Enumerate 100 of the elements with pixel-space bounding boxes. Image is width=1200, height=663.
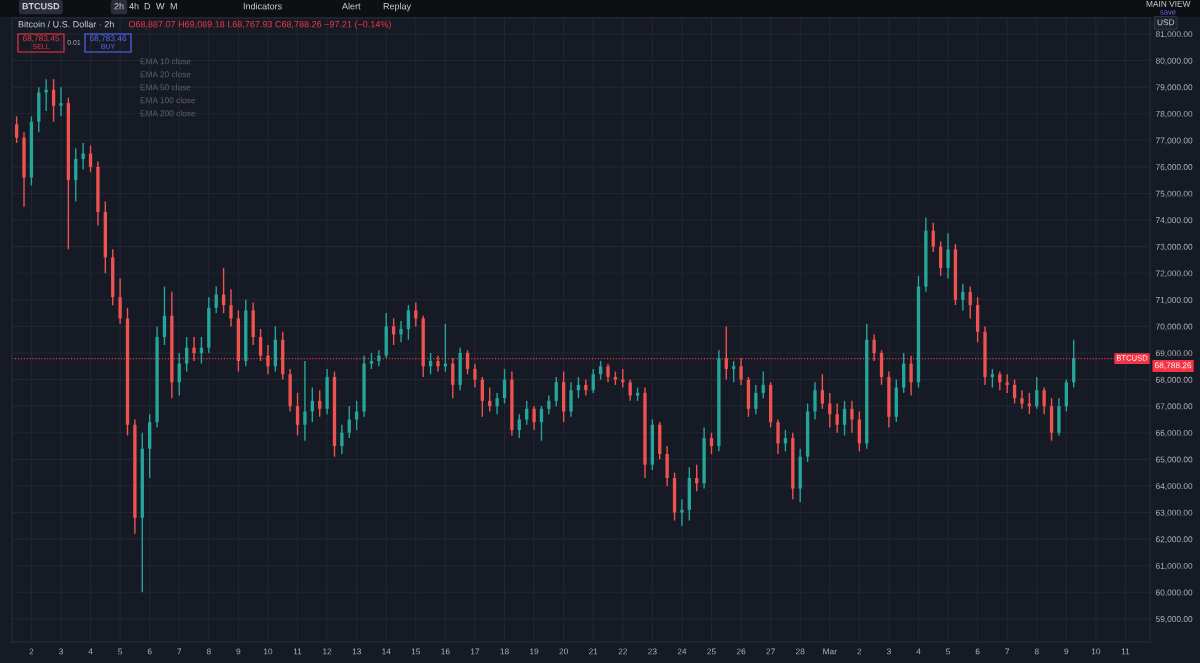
candlestick — [59, 86, 63, 118]
candlestick — [465, 349, 470, 375]
candlestick — [1020, 389, 1024, 410]
x-tick-label: 21 — [589, 648, 598, 655]
candlestick — [739, 357, 743, 386]
chart-title: Bitcoin / U.S. Dollar · 2h — [18, 20, 114, 28]
x-tick-label: 10 — [263, 648, 273, 655]
y-tick-label: 64,000.00 — [1155, 483, 1193, 491]
candlestick — [547, 394, 551, 415]
y-tick-label: 69,000.00 — [1155, 350, 1193, 358]
text: MAIN VIEW — [1146, 0, 1191, 7]
x-tick-label: 7 — [177, 648, 182, 655]
x-tick-label: 12 — [323, 648, 332, 655]
candlestick — [946, 232, 950, 280]
candlestick — [340, 424, 344, 455]
candlestick — [813, 381, 817, 421]
candlestick — [879, 349, 884, 386]
x-tick-label: 5 — [118, 648, 123, 655]
text: Indicators — [243, 2, 282, 10]
x-tick-label: 9 — [236, 648, 241, 655]
text: Alert — [342, 2, 361, 10]
x-tick-label: 13 — [352, 648, 361, 655]
candlestick — [850, 400, 854, 434]
x-tick-label: 7 — [1005, 648, 1010, 655]
candlestick — [266, 344, 270, 375]
y-tick-label: 60,000.00 — [1155, 589, 1193, 597]
text: BTCUSD — [22, 3, 60, 10]
candlestick — [835, 402, 839, 434]
candlestick — [724, 325, 728, 381]
candlestick — [347, 405, 351, 439]
x-tick-label: 8 — [206, 648, 211, 655]
candlestick — [820, 373, 825, 410]
candlestick — [591, 368, 595, 394]
x-tick-label: 4 — [88, 648, 93, 655]
y-tick-label: 67,000.00 — [1155, 403, 1193, 411]
candlestick — [628, 378, 632, 402]
x-tick-label: 6 — [975, 648, 980, 655]
candlestick — [990, 368, 995, 389]
candlestick — [14, 115, 19, 144]
y-tick-label: 79,000.00 — [1155, 84, 1193, 92]
x-tick-label: 11 — [293, 648, 302, 655]
x-tick-label: 14 — [382, 648, 391, 655]
candlestick — [754, 384, 758, 415]
x-tick-label: 20 — [559, 648, 568, 655]
x-tick-label: 15 — [411, 648, 421, 655]
candlestick — [473, 362, 477, 389]
x-tick-label: 23 — [648, 648, 657, 655]
y-tick-label: 65,000.00 — [1155, 456, 1193, 464]
candlestick — [1035, 376, 1039, 410]
y-tick-label: 81,000.00 — [1155, 31, 1193, 39]
candlestick — [229, 288, 233, 328]
candlestick — [517, 413, 521, 439]
x-tick-label: Mar — [823, 648, 837, 655]
x-tick-label: 6 — [147, 648, 152, 655]
y-tick-label: 61,000.00 — [1155, 562, 1193, 570]
x-tick-label: 3 — [58, 648, 63, 655]
annotation: 68,783.45 — [22, 35, 60, 43]
candlestick — [377, 349, 381, 367]
candlestick — [532, 405, 536, 431]
y-tick-label: 66,000.00 — [1155, 429, 1193, 437]
x-tick-label: 11 — [1121, 648, 1130, 655]
x-tick-label: 24 — [677, 648, 687, 655]
y-tick-label: 77,000.00 — [1155, 137, 1193, 145]
y-tick-label: 74,000.00 — [1155, 217, 1193, 225]
candlestick — [51, 78, 56, 123]
y-tick-label: 78,000.00 — [1155, 110, 1193, 118]
candlestick — [857, 410, 861, 453]
y-tick-label: 59,000.00 — [1155, 616, 1193, 623]
text: 68,788.26 — [1154, 362, 1192, 370]
candlestick — [732, 360, 736, 383]
candlestick — [399, 320, 403, 344]
candlestick — [118, 277, 122, 325]
x-tick-label: 25 — [707, 648, 716, 655]
candlestick — [909, 354, 913, 397]
candlestick — [303, 360, 307, 442]
candlestick — [81, 142, 85, 171]
y-tick-label: 80,000.00 — [1155, 57, 1193, 65]
candlestick — [665, 445, 669, 487]
x-tick-label: 8 — [1034, 648, 1039, 655]
y-tick-label: 76,000.00 — [1155, 164, 1193, 171]
x-tick-label: 27 — [766, 648, 775, 655]
y-tick-label: 75,000.00 — [1155, 190, 1193, 198]
x-tick-label: 10 — [1091, 648, 1101, 655]
annotation: 68,783.46 — [89, 35, 127, 43]
x-tick-label: 9 — [1064, 648, 1069, 655]
candlestick — [902, 352, 906, 394]
y-tick-label: 72,000.00 — [1155, 270, 1193, 278]
candlestick — [776, 418, 780, 455]
y-tick-label: 71,000.00 — [1155, 297, 1193, 304]
y-tick-label: 73,000.00 — [1155, 243, 1193, 251]
x-tick-label: 2 — [857, 648, 862, 655]
candlestick — [842, 400, 847, 437]
candlestick — [258, 328, 263, 362]
y-tick-label: 63,000.00 — [1155, 509, 1193, 517]
candlestick — [406, 304, 411, 341]
x-tick-label: 5 — [946, 648, 951, 655]
text: 2h — [114, 2, 124, 10]
candlestick — [192, 336, 196, 362]
candlestick — [872, 333, 876, 362]
x-tick-label: 18 — [500, 648, 509, 655]
